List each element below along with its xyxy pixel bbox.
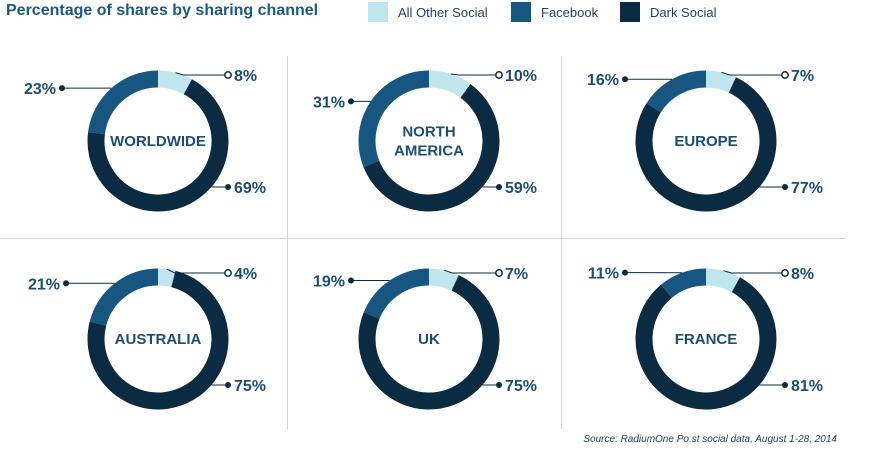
slice-all-other-social [705, 268, 740, 293]
slice-all-other-social [157, 70, 192, 95]
callout-dot-facebook [63, 280, 69, 287]
slice-facebook [646, 70, 707, 113]
slice-all-other-social [428, 70, 471, 98]
grid-divider-vertical [287, 56, 288, 429]
value-label-dark-social: 59% [505, 180, 537, 197]
donut-australia: AUSTRALIA 4% 21% 75% [28, 266, 266, 410]
slice-facebook [89, 268, 159, 327]
callout-line-all-other-social [450, 73, 499, 76]
slice-dark-social [635, 77, 777, 212]
callout-dot-facebook [59, 85, 65, 92]
slice-dark-social [358, 275, 500, 410]
slice-dark-social [87, 79, 229, 212]
slice-all-other-social [428, 268, 459, 291]
legend-swatch-facebook [511, 2, 531, 22]
slice-all-other-social [705, 70, 737, 93]
callout-line-all-other-social [721, 71, 785, 76]
legend-item-dark-social: Dark Social [620, 2, 716, 22]
value-label-all-other-social: 4% [234, 266, 257, 283]
slice-dark-social [87, 270, 229, 410]
slice-facebook [363, 268, 430, 320]
value-label-dark-social: 69% [234, 180, 266, 197]
donut-north-america: NORTH AMERICA 10% 31% 59% [313, 68, 537, 212]
value-label-all-other-social: 10% [505, 68, 537, 85]
callout-dot-all-other-social [781, 269, 789, 277]
grid-divider-vertical [561, 56, 562, 429]
slice-dark-social [635, 277, 777, 410]
callout-dot-facebook [348, 98, 354, 105]
callout-dot-facebook [348, 277, 354, 284]
region-label: AMERICA [394, 143, 464, 160]
callout-dot-all-other-social [781, 71, 789, 79]
legend-swatch-dark-social [620, 2, 640, 22]
value-label-facebook: 31% [313, 94, 345, 111]
value-label-dark-social: 75% [234, 378, 266, 395]
callout-dot-dark-social [782, 382, 788, 388]
legend-swatch-all-other-social [368, 2, 388, 22]
donut-uk: UK 7% 19% 75% [313, 266, 537, 410]
callout-dot-all-other-social [495, 71, 503, 79]
region-label: NORTH [402, 124, 455, 141]
callout-dot-facebook [622, 76, 628, 83]
slice-all-other-social [157, 268, 176, 288]
callout-dot-all-other-social [224, 71, 232, 79]
chart-title: Percentage of shares by sharing channel [6, 2, 319, 19]
value-label-dark-social: 75% [505, 378, 537, 395]
callout-dot-dark-social [225, 382, 231, 388]
value-label-all-other-social: 8% [791, 266, 814, 283]
legend-item-facebook: Facebook [511, 2, 598, 22]
callout-line-all-other-social [444, 269, 499, 274]
source-note: Source: RadiumOne Po.st social data, Aug… [583, 434, 837, 445]
region-label: FRANCE [675, 331, 738, 348]
callout-dot-all-other-social [224, 269, 232, 277]
callout-dot-facebook [622, 269, 628, 276]
legend-label-all-other-social: All Other Social [398, 4, 488, 20]
region-label: EUROPE [674, 133, 737, 150]
value-label-dark-social: 81% [791, 378, 823, 395]
callout-line-all-other-social [166, 268, 228, 274]
slice-facebook [358, 70, 430, 167]
region-label: AUSTRALIA [115, 331, 202, 348]
callout-line-all-other-social [723, 270, 785, 274]
callout-dot-all-other-social [495, 269, 503, 277]
callout-dot-dark-social [782, 184, 788, 190]
value-label-facebook: 23% [24, 81, 56, 98]
legend-label-facebook: Facebook [541, 4, 599, 20]
callout-dot-dark-social [496, 184, 502, 190]
legend-item-all-other-social: All Other Social [368, 2, 488, 22]
callout-dot-dark-social [496, 382, 502, 388]
donut-europe: EUROPE 7% 16% 77% [587, 68, 823, 212]
value-label-facebook: 21% [28, 276, 60, 293]
callout-line-all-other-social [175, 72, 228, 76]
slice-facebook [88, 70, 159, 135]
value-label-all-other-social: 8% [234, 68, 257, 85]
region-label: UK [418, 331, 440, 348]
donut-france: FRANCE 8% 11% 81% [588, 266, 823, 410]
value-label-facebook: 16% [587, 72, 619, 89]
callout-dot-dark-social [225, 184, 231, 190]
region-label: WORLDWIDE [110, 133, 206, 150]
value-label-dark-social: 77% [791, 180, 823, 197]
grid-divider-horizontal [0, 238, 846, 239]
legend-label-dark-social: Dark Social [650, 4, 717, 20]
value-label-all-other-social: 7% [791, 68, 814, 85]
value-label-all-other-social: 7% [505, 266, 528, 283]
slice-facebook [661, 268, 707, 299]
value-label-facebook: 19% [313, 273, 345, 290]
value-label-facebook: 11% [588, 266, 619, 283]
donut-worldwide: WORLDWIDE 8% 23% 69% [24, 68, 266, 212]
slice-dark-social [363, 83, 500, 212]
